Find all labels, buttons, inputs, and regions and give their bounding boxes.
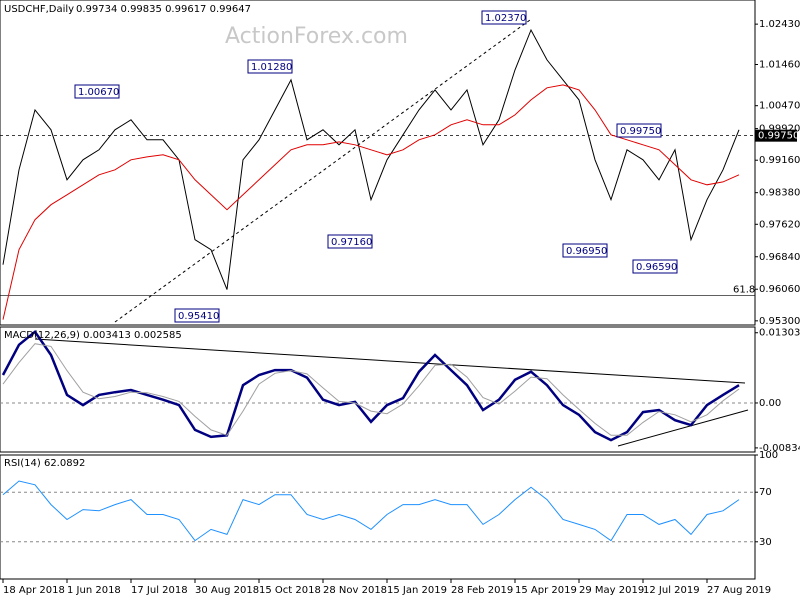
- y-tick-label: 1.00470: [759, 101, 800, 112]
- annotation: 0.96950: [566, 246, 607, 257]
- y-tick-label: 0.95300: [759, 316, 800, 327]
- series-line: [2, 28, 740, 290]
- annotation-box: [174, 308, 220, 323]
- x-tick-label: 15 Apr 2019: [515, 585, 577, 596]
- x-tick-label: 18 Apr 2018: [3, 585, 65, 596]
- x-tick-label: 28 Feb 2019: [451, 585, 513, 596]
- annotation-box: [481, 10, 527, 25]
- trend-line: [617, 409, 749, 447]
- x-tick-label: 28 Nov 2018: [323, 585, 387, 596]
- annotation: 0.99750: [620, 126, 661, 137]
- annotation: 1.00670: [78, 87, 119, 98]
- y-tick-label: 0.00: [759, 398, 781, 409]
- x-tick-label: 15 Oct 2018: [259, 585, 321, 596]
- annotation: 1.01280: [251, 62, 292, 73]
- annotation: 1.02370: [485, 13, 526, 24]
- panel-title: RSI(14) 62.0892: [4, 458, 85, 469]
- annotation: 0.97160: [331, 237, 372, 248]
- panel-title: MACD(12,26,9) 0.003413 0.002585: [4, 330, 182, 341]
- panel-frame: [0, 454, 756, 580]
- panel-frame: [0, 326, 756, 453]
- y-tick-label: 0.96060: [759, 284, 800, 295]
- annotation-box: [327, 234, 373, 249]
- series-line: [2, 343, 740, 436]
- fib-label: 61.8: [733, 284, 755, 295]
- y-tick-label: 0.97620: [759, 219, 800, 230]
- x-tick-label: 15 Jan 2019: [387, 585, 447, 596]
- x-tick-label: 1 Jun 2018: [67, 585, 121, 596]
- y-tick-label: 30: [759, 537, 772, 548]
- trend-line: [34, 338, 746, 384]
- x-tick-label: 29 May 2019: [579, 585, 644, 596]
- price-label: 0.99750: [758, 131, 799, 142]
- y-tick-label: 0.013034: [759, 328, 800, 339]
- annotation: 0.96590: [636, 262, 677, 273]
- y-tick-label: 1.02430: [759, 19, 800, 30]
- series-line: [1, 329, 740, 442]
- chart-subtitle: 0.99734 0.99835 0.99617 0.99647: [76, 4, 251, 15]
- y-tick-label: 0.96840: [759, 252, 800, 263]
- x-tick-label: 12 Jul 2019: [643, 585, 700, 596]
- x-tick-label: 27 Aug 2019: [707, 585, 771, 596]
- annotation-box: [74, 84, 120, 99]
- annotation-box: [616, 123, 662, 138]
- annotation-box: [562, 243, 608, 258]
- series-line: [2, 480, 740, 542]
- x-tick-label: 30 Aug 2018: [195, 585, 259, 596]
- annotation: 0.95410: [178, 311, 219, 322]
- annotation-box: [247, 59, 293, 74]
- series-line: [2, 84, 740, 320]
- x-tick-label: 17 Jul 2018: [131, 585, 188, 596]
- y-tick-label: -0.00834: [759, 443, 800, 454]
- watermark: ActionForex.com: [225, 24, 408, 49]
- annotation-box: [632, 259, 678, 274]
- y-tick-label: 0.98380: [759, 188, 800, 199]
- y-tick-label: 70: [759, 487, 772, 498]
- y-tick-label: 0.99160: [759, 155, 800, 166]
- panel-frame: [0, 0, 756, 326]
- price-label-box: [755, 129, 797, 142]
- y-tick-label: 0.99920: [759, 124, 800, 135]
- y-tick-label: 100: [759, 450, 778, 461]
- y-tick-label: 1.01460: [759, 60, 800, 71]
- chart-title: USDCHF,Daily: [4, 4, 74, 15]
- trend-line: [114, 19, 531, 323]
